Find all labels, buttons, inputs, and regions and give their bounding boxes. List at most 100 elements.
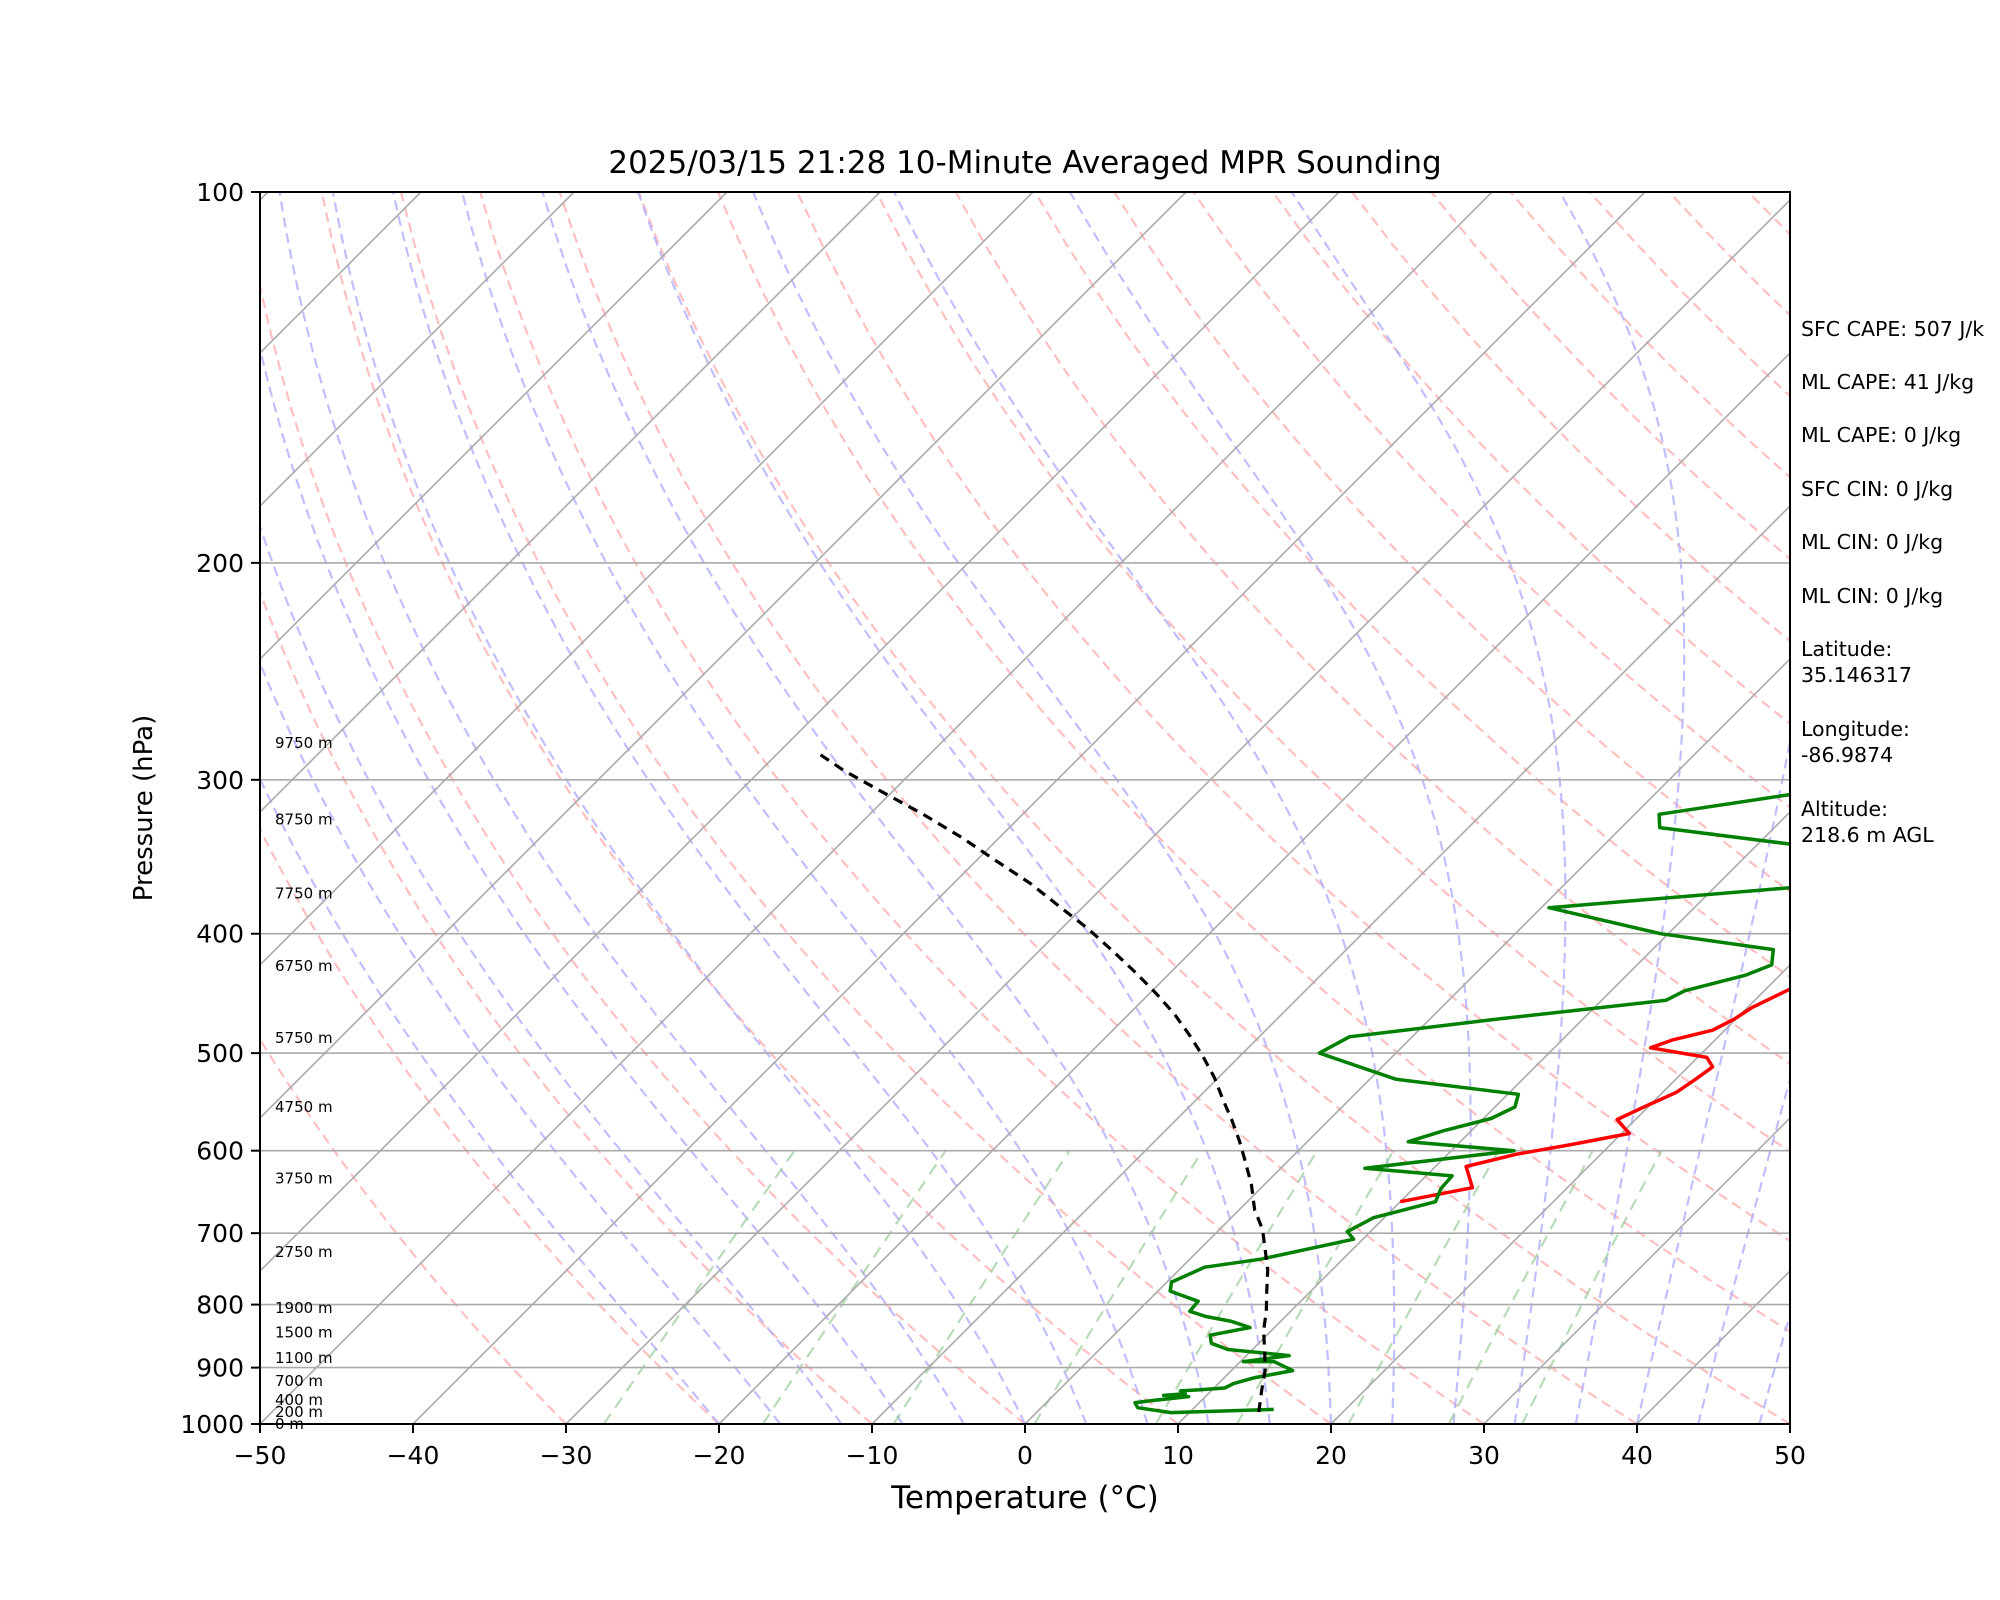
x-tick-label: 30 <box>1468 1441 1500 1470</box>
y-axis-ticks: 100 200 300 400 500 600 700 800 900 1000 <box>180 178 260 1439</box>
dry-adiabat <box>716 192 1790 1333</box>
height-label: 7750 m <box>275 885 333 903</box>
isotherm <box>260 192 1340 1273</box>
y-tick-label: 100 <box>196 178 244 207</box>
x-axis-label: Temperature (°C) <box>890 1480 1159 1516</box>
height-label: 400 m <box>275 1391 323 1409</box>
dry-adiabat <box>479 192 1485 1424</box>
height-label: 8750 m <box>275 810 333 828</box>
mixing-ratio-line <box>602 1150 796 1424</box>
sounding-series <box>816 751 1790 1415</box>
mixing-ratio-line <box>1154 1150 1319 1424</box>
stat-ml-cin: ML CIN: 0 J/kg <box>1801 530 1944 554</box>
mixing-ratio-line <box>1033 1150 1204 1424</box>
isotherm <box>260 192 1034 967</box>
dry-adiabat <box>1271 192 1790 726</box>
y-tick-label: 900 <box>196 1354 244 1383</box>
dry-adiabat <box>796 192 1790 1243</box>
dry-adiabat <box>1034 192 1790 979</box>
moist-adiabat <box>1635 735 1790 1424</box>
x-tick-label: −20 <box>693 1441 746 1470</box>
isotherm <box>260 192 1187 1120</box>
dry-adiabat <box>260 1037 567 1424</box>
moist-adiabat <box>331 192 1026 1424</box>
stat-latitude: Latitude: 35.146317 <box>1801 637 1912 687</box>
y-tick-label: 500 <box>196 1039 244 1068</box>
isotherm <box>1483 1116 1790 1424</box>
stat-longitude: Longitude: -86.9874 <box>1801 717 1910 767</box>
x-tick-label: −10 <box>846 1441 899 1470</box>
x-tick-label: 40 <box>1621 1441 1653 1470</box>
moist-adiabat <box>1290 192 1567 1424</box>
dry-adiabat <box>637 192 1790 1424</box>
stat-sfc-cape: SFC CAPE: 507 J/k <box>1801 317 1985 341</box>
dry-adiabat <box>399 192 1332 1424</box>
y-tick-label: 200 <box>196 549 244 578</box>
moist-adiabat <box>260 776 720 1424</box>
y-tick-label: 300 <box>196 766 244 795</box>
y-tick-label: 600 <box>196 1137 244 1166</box>
isotherm <box>260 192 575 508</box>
y-tick-label: 400 <box>196 920 244 949</box>
isotherm <box>1024 657 1790 1424</box>
height-label: 1100 m <box>275 1349 333 1367</box>
x-tick-label: −30 <box>540 1441 593 1470</box>
dry-adiabat <box>1113 192 1790 894</box>
stat-ml-cape: ML CAPE: 41 J/kg <box>1801 370 1975 394</box>
parcel-path-line <box>816 751 1270 1413</box>
x-tick-label: −50 <box>234 1441 287 1470</box>
height-label: 5750 m <box>275 1029 333 1047</box>
y-tick-label: 700 <box>196 1219 244 1248</box>
mixing-ratio-line <box>761 1150 947 1424</box>
y-axis-label: Pressure (hPa) <box>129 715 159 902</box>
moist-adiabat <box>541 192 1210 1424</box>
isotherm <box>260 192 1493 1424</box>
isotherm <box>260 192 881 814</box>
mixing-ratio-line <box>1521 1150 1663 1424</box>
moist-adiabat <box>260 522 843 1424</box>
y-tick-label: 1000 <box>180 1410 244 1439</box>
height-label: 3750 m <box>275 1170 333 1188</box>
background-lines <box>0 192 1790 1424</box>
mixing-ratio-line <box>1236 1150 1395 1424</box>
stat-altitude: Altitude: 218.6 m AGL <box>1801 797 1934 847</box>
x-tick-label: 50 <box>1774 1441 1806 1470</box>
x-tick-label: −40 <box>387 1441 440 1470</box>
isotherm <box>718 351 1790 1424</box>
stat-sfc-cin: SFC CIN: 0 J/kg <box>1801 477 1954 501</box>
moist-adiabat <box>1069 192 1472 1424</box>
height-label: 700 m <box>275 1372 323 1390</box>
isotherm <box>871 504 1790 1424</box>
dewpoint-line <box>1133 792 1790 1415</box>
dry-adiabat <box>260 589 873 1424</box>
dry-adiabat <box>558 192 1638 1424</box>
isotherm <box>0 192 115 1424</box>
moist-adiabat <box>278 192 965 1424</box>
x-tick-label: 20 <box>1315 1441 1347 1470</box>
height-label: 200 m <box>275 1403 323 1421</box>
isotherm <box>1330 963 1790 1424</box>
x-axis-ticks: −50 −40 −30 −20 −10 0 10 20 30 40 50 <box>234 1424 1806 1470</box>
dry-adiabat <box>260 280 1026 1424</box>
y-tick-label: 800 <box>196 1291 244 1320</box>
moist-adiabat <box>392 192 1088 1424</box>
height-label: 6750 m <box>275 957 333 975</box>
chart-title: 2025/03/15 21:28 10-Minute Averaged MPR … <box>608 145 1441 181</box>
moist-adiabat <box>461 192 1149 1424</box>
height-label: 2750 m <box>275 1243 333 1261</box>
height-label: 4750 m <box>275 1098 333 1116</box>
moist-adiabat <box>1558 192 1686 1424</box>
moist-adiabat <box>260 660 782 1424</box>
moist-adiabat <box>637 192 1271 1424</box>
height-label: 9750 m <box>275 734 333 752</box>
isotherm <box>565 198 1790 1424</box>
dry-adiabat <box>875 192 1790 1153</box>
dry-adiabat <box>320 192 1179 1424</box>
moist-adiabat <box>1697 1075 1790 1424</box>
stat-ml-cin-2: ML CIN: 0 J/kg <box>1801 584 1944 608</box>
stat-ml-cape-2: ML CAPE: 0 J/kg <box>1801 423 1962 447</box>
moist-adiabat <box>260 344 904 1424</box>
x-tick-label: 0 <box>1017 1441 1033 1470</box>
